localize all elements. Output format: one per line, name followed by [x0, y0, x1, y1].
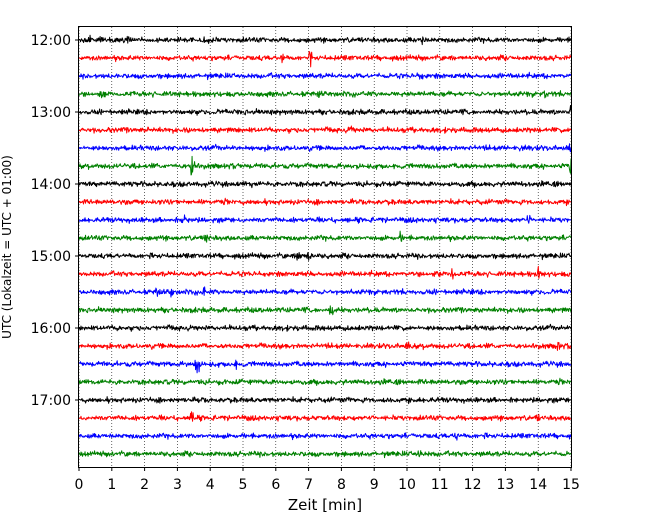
- trace-1545: [78, 305, 572, 316]
- trace-1215: [78, 50, 572, 68]
- trace-1700: [78, 396, 572, 405]
- trace-1300: [78, 105, 572, 116]
- y-tick-label: 15:00: [31, 249, 71, 265]
- x-tick-label: 14: [529, 477, 547, 493]
- x-tick-label: 1: [107, 477, 116, 493]
- trace-1645: [78, 377, 572, 386]
- trace-1245: [78, 90, 572, 99]
- trace-1500: [78, 251, 572, 261]
- trace-1615: [78, 341, 572, 351]
- x-tick-label: 13: [496, 477, 514, 493]
- trace-1230: [78, 71, 572, 81]
- y-axis-ticks: 12:00 13:00 14:00 15:00 16:00 17:00: [31, 33, 79, 409]
- trace-1415: [78, 197, 572, 207]
- trace-1630: [78, 359, 572, 374]
- x-tick-label: 11: [431, 477, 449, 493]
- y-tick-label: 17:00: [31, 393, 71, 409]
- trace-1330: [78, 143, 572, 153]
- x-tick-label: 0: [75, 477, 84, 493]
- y-tick-label: 16:00: [31, 321, 71, 337]
- y-tick-label: 13:00: [31, 105, 71, 121]
- x-tick-label: 5: [239, 477, 248, 493]
- trace-1745: [78, 450, 572, 459]
- trace-1530: [78, 286, 572, 298]
- trace-1315: [78, 125, 572, 134]
- x-tick-label: 6: [271, 477, 280, 493]
- trace-1430: [78, 214, 572, 224]
- x-tick-label: 9: [370, 477, 379, 493]
- plot-frame: [78, 26, 572, 468]
- trace-1400: [78, 180, 572, 189]
- y-tick-label: 12:00: [31, 33, 71, 49]
- x-tick-label: 2: [140, 477, 149, 493]
- y-tick-label: 14:00: [31, 177, 71, 193]
- x-tick-label: 3: [173, 477, 182, 493]
- trace-1445: [78, 230, 572, 243]
- x-tick-label: 12: [464, 477, 482, 493]
- x-tick-label: 4: [206, 477, 215, 493]
- trace-1715: [78, 411, 572, 422]
- x-tick-label: 7: [304, 477, 313, 493]
- trace-1200: [78, 34, 572, 46]
- trace-group: [78, 34, 572, 459]
- y-axis-label: UTC (Lokalzeit = UTC + 01:00): [0, 155, 14, 339]
- trace-1600: [78, 323, 572, 332]
- x-axis-label: Zeit [min]: [288, 496, 362, 514]
- trace-1730: [78, 432, 572, 441]
- x-tick-label: 15: [562, 477, 580, 493]
- trace-1345: [78, 155, 572, 176]
- x-tick-label: 8: [337, 477, 346, 493]
- x-tick-label: 10: [398, 477, 416, 493]
- x-axis-ticks: 0 1 2 3 4 5 6 7 8 9 10 11 12 13 14 15: [75, 467, 580, 493]
- trace-1515: [78, 265, 572, 280]
